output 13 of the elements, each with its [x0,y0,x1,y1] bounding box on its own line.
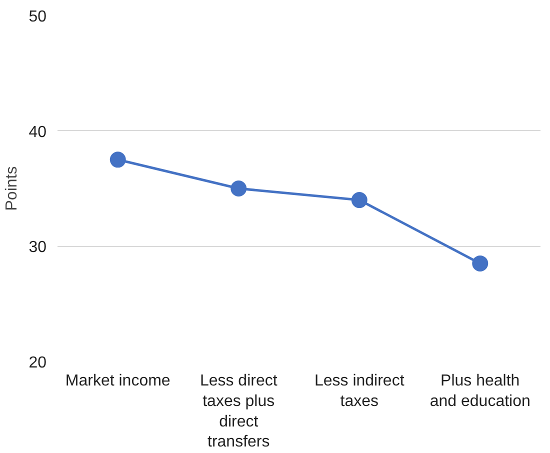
x-tick-label: Market income [65,372,170,390]
point [472,255,488,272]
y-tick-label: 20 [28,354,47,372]
x-tick-label: Plus health and education [430,372,530,410]
y-tick-label: 50 [28,8,47,26]
y-axis-title: Points [4,166,21,211]
x-tick-label: Less direct taxes plus direct transfers [200,372,278,451]
y-tick-label: 30 [28,239,47,256]
y-tick-label: 40 [28,124,47,141]
point [351,192,368,208]
x-tick-label: Less indirect taxes [314,372,405,410]
point [230,180,247,196]
point [110,152,126,168]
